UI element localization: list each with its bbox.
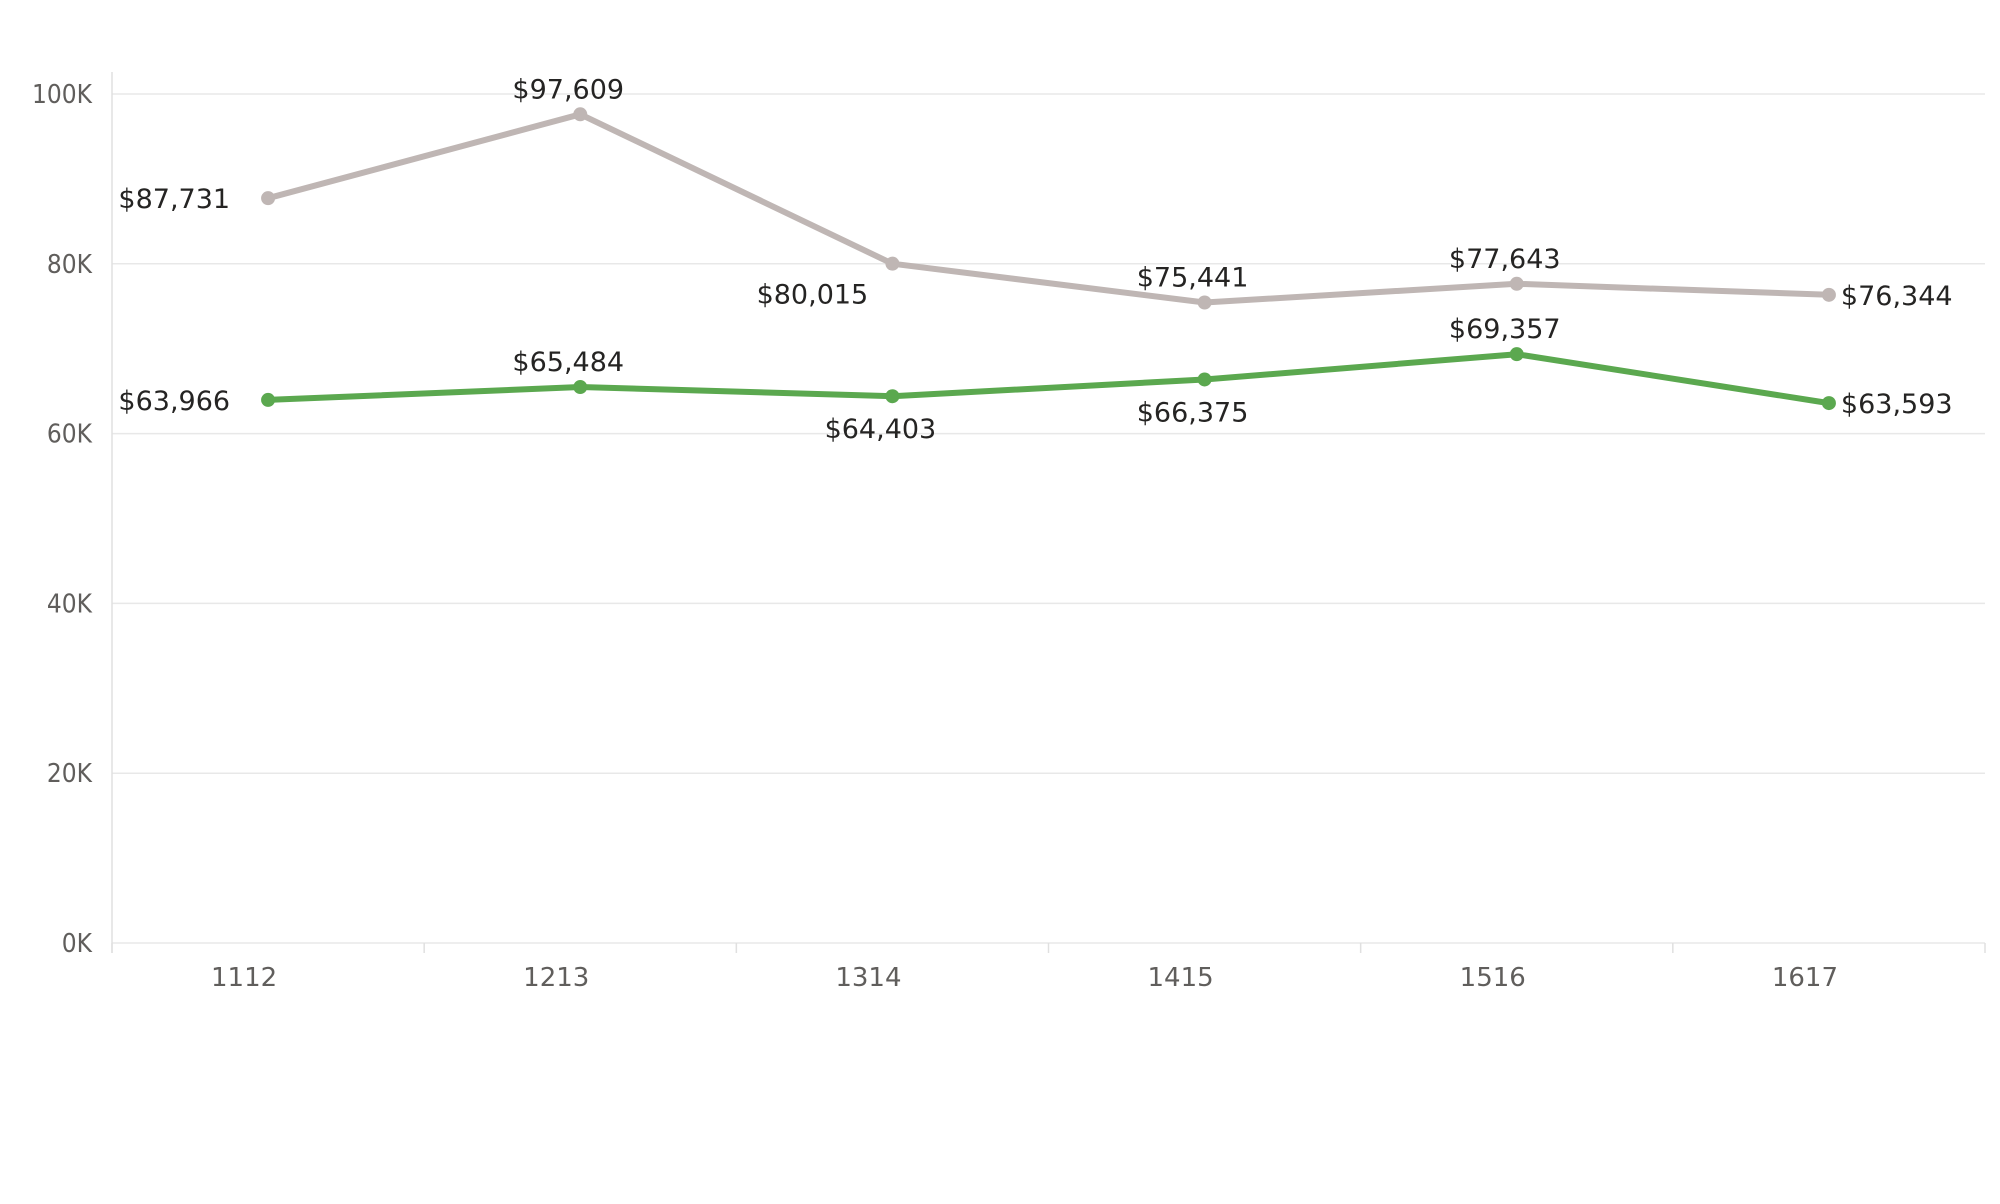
data-label: $77,643	[1449, 244, 1561, 275]
series-line-2	[265, 351, 1832, 407]
data-label: $80,015	[757, 280, 869, 311]
data-label: $76,344	[1841, 281, 1953, 312]
series-layer	[261, 107, 1836, 411]
data-point	[1197, 295, 1212, 310]
data-label: $64,403	[825, 414, 937, 445]
data-label: $87,731	[118, 184, 230, 215]
data-point	[261, 392, 276, 407]
x-tick-label: 1314	[835, 963, 901, 993]
data-label: $75,441	[1137, 263, 1249, 294]
y-tick-label: 20K	[47, 759, 93, 789]
data-point	[885, 389, 900, 404]
axis-layer: 0K 20K 40K 60K 80K 100K 1112 1213 1314 1415 1516 16…	[32, 72, 1986, 993]
data-label: $69,357	[1449, 314, 1561, 345]
data-point	[573, 107, 588, 122]
y-tick-label: 80K	[47, 250, 93, 280]
data-point	[1821, 287, 1836, 302]
data-point	[1197, 372, 1212, 387]
x-tick-label: 1516	[1460, 963, 1526, 993]
data-label: $65,484	[512, 347, 624, 378]
data-point	[573, 380, 588, 395]
y-tick-label: 40K	[47, 589, 93, 619]
data-point	[261, 191, 276, 206]
data-point	[1509, 347, 1524, 362]
y-tick-label: 100K	[32, 80, 93, 110]
label-layer: $87,731 $97,609 $80,015 $75,441 $77,643 $76,3…	[118, 74, 1952, 445]
data-label: $97,609	[512, 74, 624, 105]
data-point	[1509, 276, 1524, 291]
data-point	[1821, 396, 1836, 411]
x-tick-label: 1617	[1772, 963, 1838, 993]
y-tick-label: 60K	[47, 420, 93, 450]
y-tick-label: 0K	[62, 929, 93, 959]
x-tick-label: 1213	[523, 963, 589, 993]
data-point	[885, 256, 900, 271]
data-label: $66,375	[1137, 397, 1249, 428]
series-line-1	[265, 111, 1832, 306]
data-label: $63,966	[118, 386, 230, 417]
x-tick-label: 1112	[211, 963, 277, 993]
x-tick-label: 1415	[1147, 963, 1213, 993]
grid-layer	[112, 93, 1985, 944]
data-label: $63,593	[1841, 389, 1953, 420]
